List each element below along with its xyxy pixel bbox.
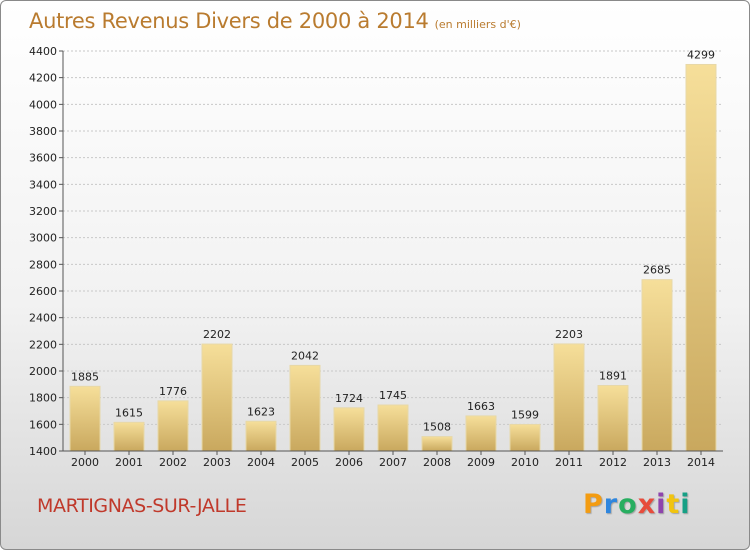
- x-tick-label: 2005: [291, 456, 319, 469]
- y-tick-label: 3800: [29, 125, 57, 138]
- chart-title: Autres Revenus Divers de 2000 à 2014 (en …: [29, 9, 521, 33]
- bar: [289, 364, 321, 452]
- bar-value-label: 1891: [599, 370, 627, 383]
- y-tick-label: 2600: [29, 285, 57, 298]
- bar: [157, 400, 189, 452]
- bar: [113, 421, 145, 452]
- bar-value-label: 2203: [555, 328, 583, 341]
- x-tick-label: 2000: [71, 456, 99, 469]
- bar: [553, 343, 585, 452]
- x-tick-label: 2013: [643, 456, 671, 469]
- x-tick-label: 2001: [115, 456, 143, 469]
- y-tick-label: 3000: [29, 232, 57, 245]
- y-tick-label: 2800: [29, 258, 57, 271]
- y-tick-label: 2000: [29, 365, 57, 378]
- bar: [333, 407, 365, 452]
- bar: [685, 63, 717, 452]
- bar: [245, 420, 277, 452]
- logo-letter: i: [656, 489, 667, 520]
- bar-value-label: 1724: [335, 392, 363, 405]
- logo-letter: i: [680, 489, 691, 520]
- x-tick-label: 2002: [159, 456, 187, 469]
- axes-group: 1400 1600 1800 2000 2200 2400 2600 2800 3000 3200…: [29, 45, 723, 469]
- bar-value-label: 1615: [115, 406, 143, 419]
- x-tick-label: 2006: [335, 456, 363, 469]
- x-tick-label: 2003: [203, 456, 231, 469]
- x-tick-label: 2012: [599, 456, 627, 469]
- x-tick-label: 2014: [687, 456, 715, 469]
- logo-letter: o: [618, 489, 638, 520]
- x-tick-label: 2010: [511, 456, 539, 469]
- y-tick-label: 3200: [29, 205, 57, 218]
- bar-value-label: 1745: [379, 389, 407, 402]
- bar-value-label: 1599: [511, 408, 539, 421]
- proxiti-logo: Proxiti: [583, 489, 691, 520]
- y-tick-label: 2200: [29, 338, 57, 351]
- x-tick-label: 2008: [423, 456, 451, 469]
- chart-title-text: Autres Revenus Divers de 2000 à 2014: [29, 9, 429, 33]
- city-name: MARTIGNAS-SUR-JALLE: [37, 495, 247, 517]
- y-tick-label: 4000: [29, 98, 57, 111]
- y-tick-label: 2400: [29, 312, 57, 325]
- bar: [465, 415, 497, 452]
- x-tick-label: 2011: [555, 456, 583, 469]
- bar: [641, 279, 673, 452]
- bars-group: 1885 1615 1776 2202 1623 2042 1724 1745 1508 1663…: [69, 48, 717, 452]
- chart-unit: (en milliers d'€): [434, 18, 521, 31]
- bar-value-label: 2042: [291, 349, 319, 362]
- y-tick-label: 3400: [29, 178, 57, 191]
- bar-value-label: 1623: [247, 405, 275, 418]
- y-tick-label: 1600: [29, 418, 57, 431]
- x-tick-label: 2004: [247, 456, 275, 469]
- y-tick-label: 3600: [29, 152, 57, 165]
- bar-value-label: 1508: [423, 421, 451, 434]
- bar-value-label: 2202: [203, 328, 231, 341]
- bar: [509, 423, 541, 452]
- bar: [201, 343, 233, 452]
- bar-value-label: 1776: [159, 385, 187, 398]
- x-tick-label: 2009: [467, 456, 495, 469]
- bar: [597, 385, 629, 452]
- logo-letter: P: [583, 489, 604, 520]
- logo-letter: t: [666, 489, 681, 520]
- bar: [69, 385, 101, 452]
- bar: [377, 404, 409, 452]
- logo-letter: x: [637, 489, 657, 520]
- bar-value-label: 1885: [71, 370, 99, 383]
- y-tick-label: 1400: [29, 445, 57, 458]
- logo-letter: r: [603, 489, 619, 520]
- x-tick-label: 2007: [379, 456, 407, 469]
- bar-value-label: 2685: [643, 264, 671, 277]
- bar-value-label: 4299: [687, 48, 715, 61]
- y-tick-label: 4400: [29, 45, 57, 58]
- bar: [421, 436, 453, 452]
- bar-value-label: 1663: [467, 400, 495, 413]
- y-tick-label: 1800: [29, 392, 57, 405]
- y-tick-label: 4200: [29, 72, 57, 85]
